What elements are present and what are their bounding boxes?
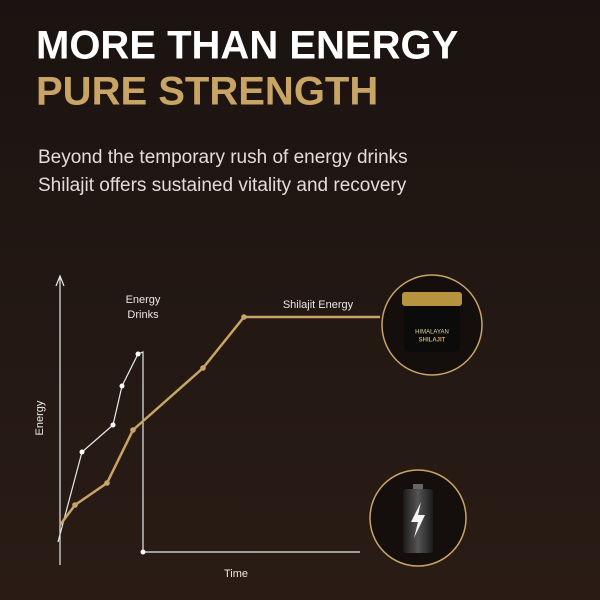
title-line: PURE STRENGTH <box>36 70 378 114</box>
jar-badge: HIMALAYAN SHILAJIT <box>381 274 483 376</box>
drinks-label: Energy <box>126 294 161 306</box>
energy-drinks-line <box>57 351 146 555</box>
shilajit-line <box>59 314 380 526</box>
drinks-label: Drinks <box>127 309 159 321</box>
x-axis-label: Time <box>224 568 248 580</box>
title-line: MORE THAN ENERGY <box>36 24 459 68</box>
y-axis-label: Energy <box>34 400 46 435</box>
battery-badge <box>369 469 467 567</box>
axes <box>55 274 360 565</box>
subtitle-line: Shilajit offers sustained vitality and r… <box>38 175 407 196</box>
jar-label: HIMALAYAN <box>415 330 449 336</box>
shilajit-label: Shilajit Energy <box>283 299 354 311</box>
jar-label: SHILAJIT <box>419 338 446 344</box>
subtitle-line: Beyond the temporary rush of energy drin… <box>38 147 408 168</box>
